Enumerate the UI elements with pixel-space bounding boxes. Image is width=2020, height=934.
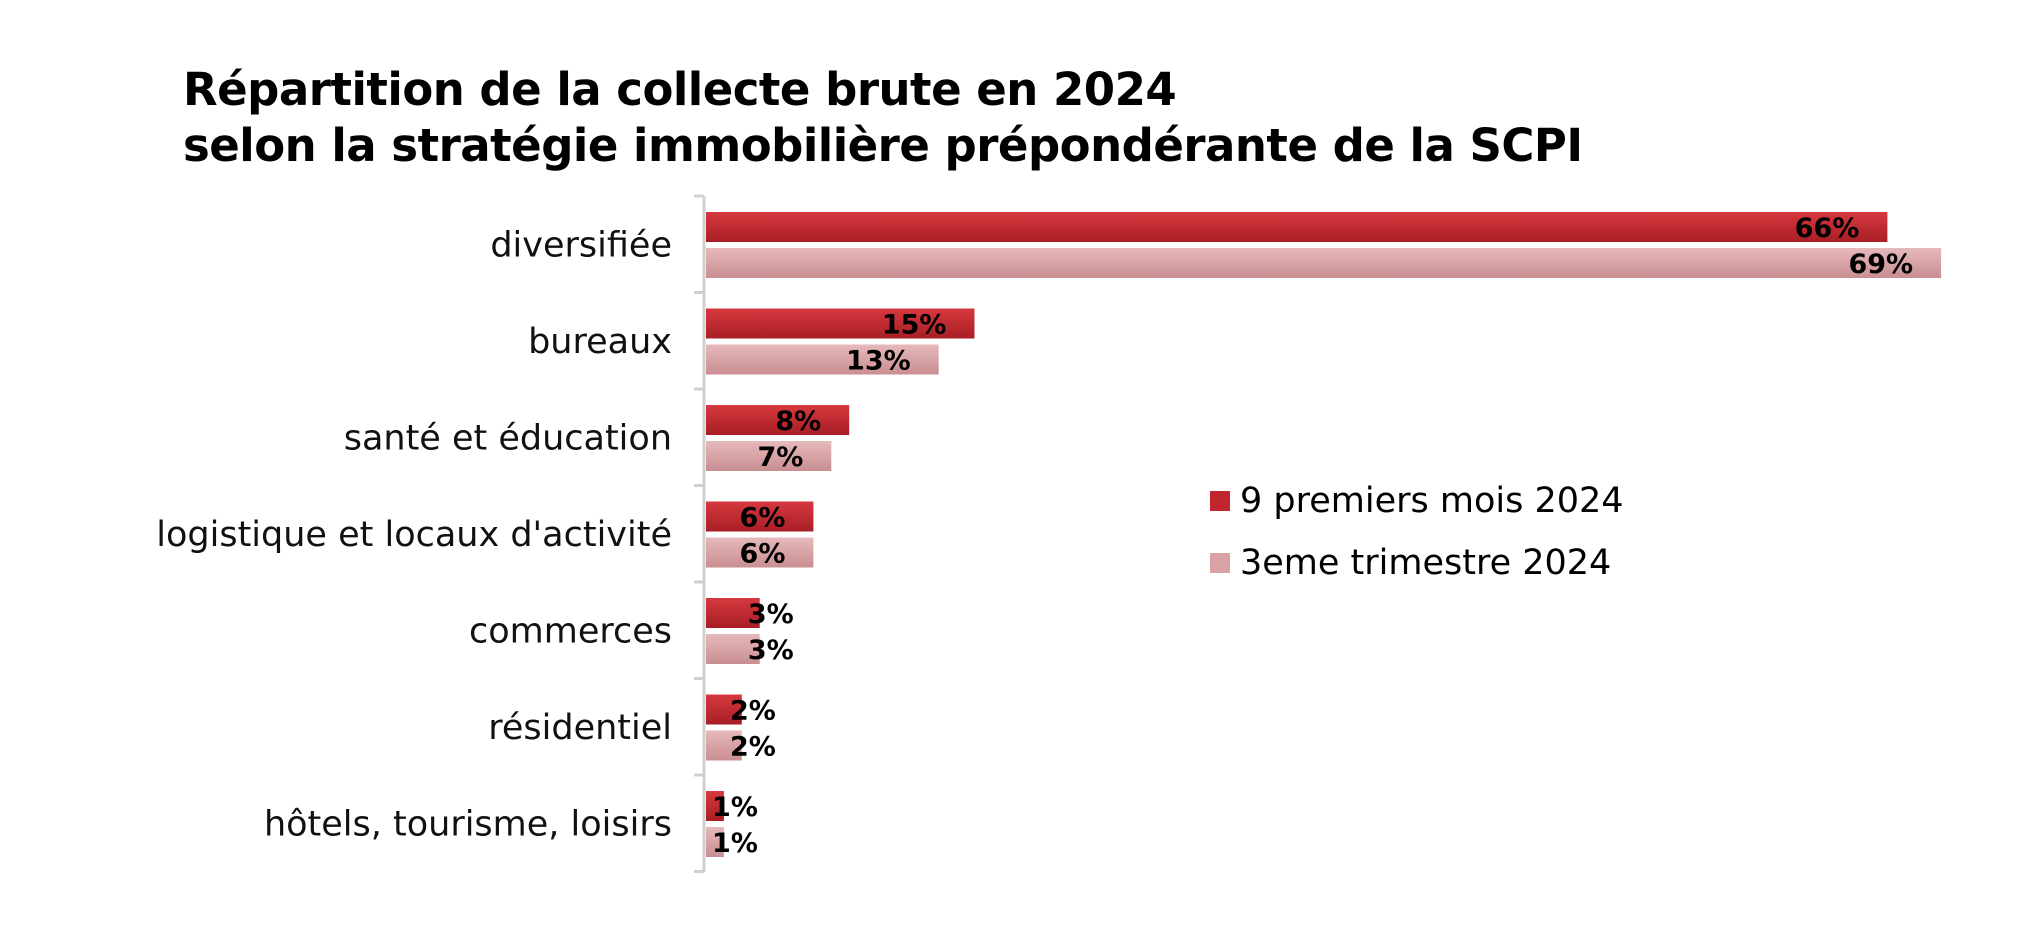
bar-series-1 (706, 501, 814, 532)
legend-item-series-2: 3eme trimestre 2024 (1210, 532, 1624, 594)
category-label: santé et éducation (344, 418, 672, 458)
data-label-series-2: 69% (1848, 249, 1913, 280)
category-label: logistique et locaux d'activité (156, 515, 672, 555)
data-label-series-2: 2% (730, 732, 776, 763)
legend-item-series-1: 9 premiers mois 2024 (1210, 470, 1624, 532)
bar-series-2 (706, 634, 760, 664)
data-label-series-2: 3% (748, 635, 794, 666)
legend-swatch-series-1 (1210, 491, 1230, 511)
bar-series-2 (706, 344, 939, 375)
bar-series-2 (706, 730, 742, 761)
bar-series-1 (706, 308, 975, 339)
chart-title: Répartition de la collecte brute en 2024… (183, 62, 1583, 174)
bar-series-1 (706, 598, 760, 628)
data-label-series-1: 15% (882, 310, 947, 341)
bar-series-2 (706, 441, 832, 471)
data-label-series-1: 2% (730, 696, 776, 727)
bar-series-2 (706, 537, 814, 568)
data-label-series-2: 7% (757, 442, 803, 473)
bar-series-1 (706, 791, 724, 821)
labels: diversifiée 66% 69% bureaux 15% 13% santé et é… (156, 213, 1913, 859)
data-label-series-2: 1% (712, 828, 758, 859)
chart-title-line-1: Répartition de la collecte brute en 2024 (183, 63, 1177, 116)
bar-series-1 (706, 212, 1888, 242)
category-label: bureaux (528, 322, 672, 362)
category-label: diversifiée (490, 225, 672, 265)
legend-swatch-series-2 (1210, 553, 1230, 573)
data-label-series-1: 1% (712, 792, 758, 823)
chart-title-line-2: selon la stratégie immobilière prépondér… (183, 119, 1583, 172)
data-label-series-1: 8% (775, 406, 821, 437)
data-label-series-1: 3% (748, 599, 794, 630)
legend-label-series-2: 3eme trimestre 2024 (1240, 543, 1612, 583)
bar-series-2 (706, 827, 724, 857)
bar-series-1 (706, 694, 742, 725)
category-label: commerces (469, 611, 672, 651)
legend-label-series-1: 9 premiers mois 2024 (1240, 481, 1624, 521)
legend: 9 premiers mois 2024 3eme trimestre 2024 (1210, 470, 1624, 594)
data-label-series-2: 13% (846, 346, 911, 377)
bar-series-2 (706, 248, 1942, 278)
bar-series-1 (706, 405, 850, 435)
category-label: résidentiel (488, 708, 672, 748)
data-label-series-1: 6% (740, 503, 786, 534)
y-axis (694, 194, 706, 873)
data-label-series-2: 6% (740, 539, 786, 570)
category-label: hôtels, tourisme, loisirs (264, 804, 672, 844)
bars (706, 212, 1942, 857)
data-label-series-1: 66% (1795, 213, 1860, 244)
